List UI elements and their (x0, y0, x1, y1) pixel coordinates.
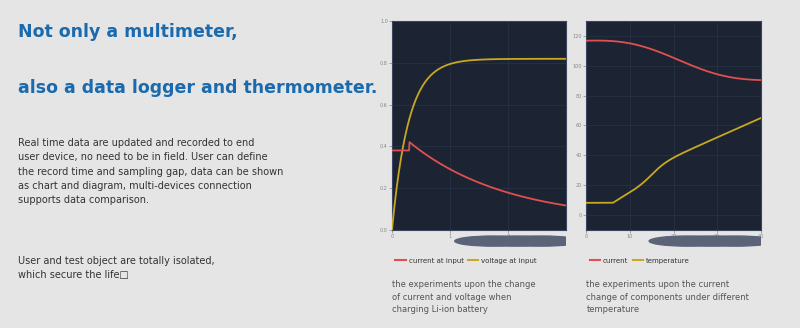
Circle shape (674, 236, 750, 246)
Text: Not only a multimeter,: Not only a multimeter, (18, 23, 238, 41)
Circle shape (479, 236, 556, 246)
Legend: current, temperature: current, temperature (590, 258, 690, 264)
Legend: current at input, voltage at input: current at input, voltage at input (395, 258, 537, 264)
Circle shape (698, 236, 774, 246)
Circle shape (504, 236, 580, 246)
Text: also a data logger and thermometer.: also a data logger and thermometer. (18, 79, 378, 97)
Circle shape (649, 236, 726, 246)
Text: the experiments upon the change
of current and voltage when
charging Li-ion batt: the experiments upon the change of curre… (392, 280, 536, 315)
Text: Real time data are updated and recorded to end
user device, no need to be in fie: Real time data are updated and recorded … (18, 138, 284, 205)
Text: User and test object are totally isolated,
which secure the life□: User and test object are totally isolate… (18, 256, 215, 280)
Circle shape (454, 236, 531, 246)
Text: the experiments upon the current
change of components under different
temperatur: the experiments upon the current change … (586, 280, 750, 315)
